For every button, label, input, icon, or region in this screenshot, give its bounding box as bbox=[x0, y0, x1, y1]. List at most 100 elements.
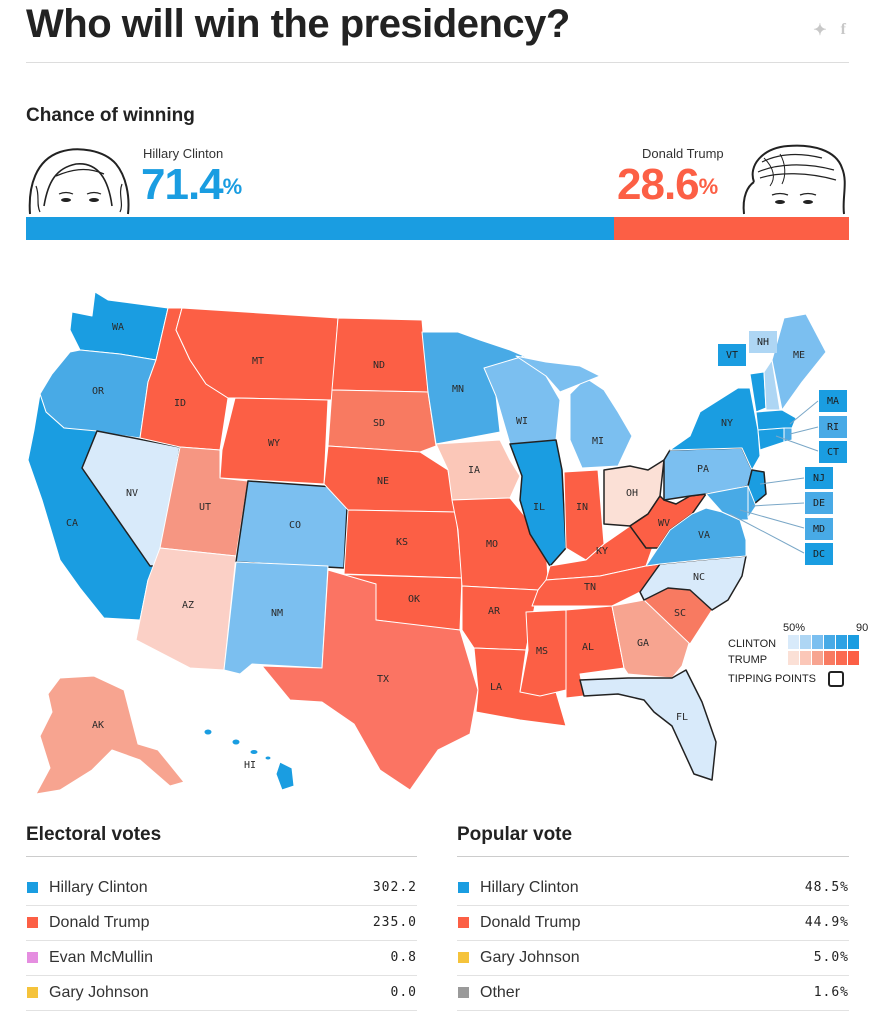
label-va: VA bbox=[698, 530, 710, 541]
label-co: CO bbox=[289, 520, 301, 531]
label-az: AZ bbox=[182, 600, 194, 611]
label-ia: IA bbox=[468, 465, 480, 476]
state-ri bbox=[783, 427, 793, 443]
divider bbox=[26, 856, 417, 857]
candidate-name: Donald Trump bbox=[480, 913, 581, 931]
color-swatch bbox=[27, 882, 38, 893]
win-probability-bar bbox=[26, 217, 849, 240]
twitter-icon[interactable]: ✦ bbox=[813, 22, 827, 39]
label-wa: WA bbox=[112, 322, 124, 333]
label-nd: ND bbox=[373, 360, 385, 371]
clinton-chance: 71.4% bbox=[141, 160, 242, 209]
label-ak: AK bbox=[92, 720, 104, 731]
label-sc: SC bbox=[674, 608, 686, 619]
label-mt: MT bbox=[252, 356, 264, 367]
state-sd bbox=[327, 389, 437, 453]
legend-trump-scale bbox=[788, 651, 859, 665]
label-mn: MN bbox=[452, 384, 464, 395]
popular-row: Gary Johnson 5.0% bbox=[457, 940, 849, 976]
label-ms: MS bbox=[536, 646, 548, 657]
box-de[interactable]: DE bbox=[805, 492, 833, 514]
box-ct[interactable]: CT bbox=[819, 441, 847, 463]
label-ga: GA bbox=[637, 638, 649, 649]
candidate-name: Gary Johnson bbox=[49, 983, 149, 1001]
label-wy: WY bbox=[268, 438, 280, 449]
page-title: Who will win the presidency? bbox=[26, 2, 570, 46]
label-ar: AR bbox=[488, 606, 501, 617]
label-sd: SD bbox=[373, 418, 385, 429]
vote-value: 5.0% bbox=[813, 950, 849, 965]
legend-tipping-label: TIPPING POINTS bbox=[728, 673, 817, 685]
legend-clinton-scale bbox=[788, 635, 859, 649]
label-ny: NY bbox=[721, 418, 733, 429]
trump-bar-segment bbox=[613, 217, 849, 240]
label-la: LA bbox=[490, 682, 502, 693]
vote-value: 44.9% bbox=[804, 915, 849, 930]
popular-heading: Popular vote bbox=[457, 824, 573, 845]
color-swatch bbox=[458, 952, 469, 963]
label-ky: KY bbox=[596, 546, 608, 557]
clinton-illustration bbox=[28, 148, 130, 215]
electoral-heading: Electoral votes bbox=[26, 824, 162, 845]
box-dc[interactable]: DC bbox=[805, 543, 833, 565]
label-ut: UT bbox=[199, 502, 211, 513]
state-mi-up bbox=[515, 355, 601, 393]
box-ma[interactable]: MA bbox=[819, 390, 847, 412]
divider bbox=[26, 62, 849, 63]
candidate-name: Evan McMullin bbox=[49, 948, 154, 966]
state-ne bbox=[323, 445, 457, 513]
vote-value: 48.5% bbox=[804, 880, 849, 895]
box-ri[interactable]: RI bbox=[819, 416, 847, 438]
divider bbox=[457, 856, 849, 857]
box-nj[interactable]: NJ bbox=[805, 467, 833, 489]
state-ia bbox=[435, 439, 521, 501]
label-ks: KS bbox=[396, 537, 408, 548]
vote-value: 0.8 bbox=[390, 950, 417, 965]
candidate-name: Hillary Clinton bbox=[49, 878, 148, 896]
legend-trump-label: TRUMP bbox=[728, 654, 768, 666]
popular-row: Donald Trump 44.9% bbox=[457, 905, 849, 941]
state-wy bbox=[219, 397, 329, 485]
color-swatch bbox=[458, 917, 469, 928]
vote-value: 302.2 bbox=[372, 880, 417, 895]
state-nd bbox=[331, 317, 429, 393]
label-fl: FL bbox=[676, 712, 688, 723]
box-md[interactable]: MD bbox=[805, 518, 833, 540]
trump-illustration bbox=[742, 144, 846, 215]
label-mi: MI bbox=[592, 436, 604, 447]
candidate-name: Hillary Clinton bbox=[480, 878, 579, 896]
label-id: ID bbox=[174, 398, 186, 409]
trump-chance: 28.6% bbox=[617, 160, 718, 209]
box-nh[interactable]: NH bbox=[749, 331, 777, 353]
popular-row: Hillary Clinton 48.5% bbox=[457, 870, 849, 906]
vote-value: 0.0 bbox=[390, 985, 417, 1000]
label-ne: NE bbox=[377, 476, 389, 487]
color-swatch bbox=[458, 882, 469, 893]
state-fl bbox=[579, 669, 717, 781]
chance-heading: Chance of winning bbox=[26, 105, 195, 126]
color-swatch bbox=[27, 987, 38, 998]
candidate-name: Donald Trump bbox=[49, 913, 150, 931]
candidate-name: Gary Johnson bbox=[480, 948, 580, 966]
legend-low: 50% bbox=[783, 622, 806, 634]
label-ok: OK bbox=[408, 594, 420, 605]
color-swatch bbox=[27, 952, 38, 963]
label-ca: CA bbox=[66, 518, 78, 529]
facebook-icon[interactable]: f bbox=[840, 21, 846, 38]
clinton-bar-segment bbox=[26, 217, 614, 240]
state-de bbox=[747, 485, 757, 519]
state-me bbox=[771, 313, 827, 411]
state-ma bbox=[755, 409, 797, 431]
electoral-map: WA OR CA NV ID MT WY UT AZ CO NM ND SD N… bbox=[27, 291, 827, 795]
label-nm: NM bbox=[271, 608, 283, 619]
box-vt[interactable]: VT bbox=[718, 344, 746, 366]
candidate-name: Other bbox=[480, 983, 521, 1001]
label-nc: NC bbox=[693, 572, 705, 583]
label-il: IL bbox=[533, 502, 545, 513]
popular-row: Other 1.6% bbox=[457, 975, 849, 1011]
vote-value: 1.6% bbox=[813, 985, 849, 1000]
legend-clinton-label: CLINTON bbox=[728, 638, 777, 650]
label-wv: WV bbox=[658, 518, 670, 529]
label-tx: TX bbox=[377, 674, 389, 685]
state-tx bbox=[261, 569, 479, 791]
